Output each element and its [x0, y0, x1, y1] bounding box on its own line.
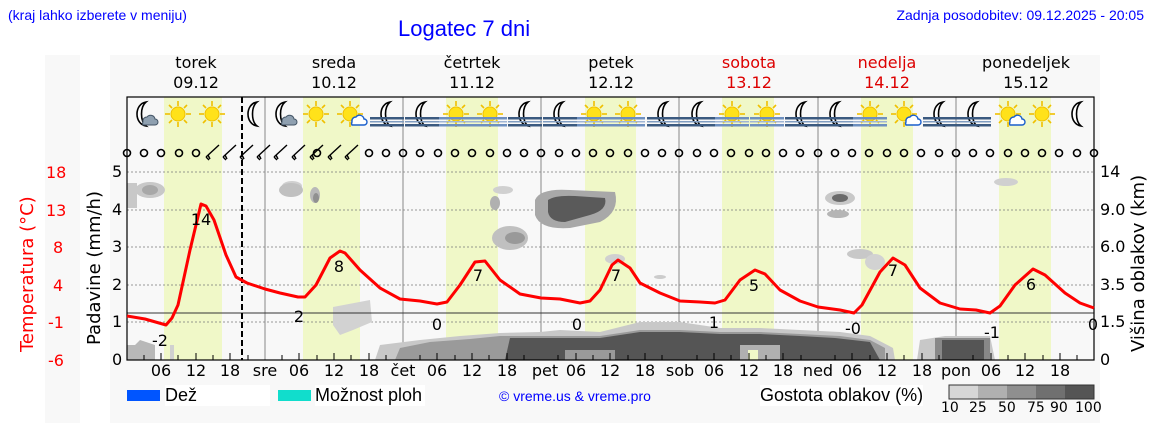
cloud-scale-tick: 25 [969, 400, 987, 416]
copyright-link[interactable]: © vreme.us & vreme.pro [499, 388, 651, 404]
precip-tick: 5 [112, 162, 123, 181]
temp-tick: 8 [53, 238, 64, 257]
page-title: Logatec 7 dni [398, 16, 531, 41]
day-separators [264, 97, 957, 360]
cloud-scale-tick: 100 [1075, 400, 1102, 416]
cloud-scale-tick: 75 [1027, 400, 1045, 416]
temp-axis-label: Temperatura (°C) [17, 196, 38, 352]
precip-tick: 3 [112, 237, 123, 256]
precip-tick: 2 [112, 275, 123, 294]
temp-tick: 4 [53, 276, 64, 295]
cloud-height-tick: 6.0 [1100, 237, 1126, 256]
cloud-height-tick: 0 [1100, 350, 1111, 369]
svg-text:5: 5 [749, 276, 759, 295]
day-label: sreda 10.12 [311, 53, 357, 92]
temp-tick: 13 [46, 201, 67, 220]
precip-tick: 1 [112, 312, 123, 331]
svg-text:7: 7 [611, 266, 621, 285]
daylight-bands [164, 97, 1051, 360]
precip-tick: 0 [112, 350, 123, 369]
svg-text:7: 7 [888, 261, 898, 280]
day-label: torek 09.12 [173, 53, 219, 92]
svg-text:-2: -2 [152, 331, 168, 350]
temp-tick: -6 [48, 351, 64, 370]
svg-text:14: 14 [191, 210, 211, 229]
day-label: četrtek 11.12 [443, 53, 501, 92]
cloud-scale-tick: 90 [1050, 400, 1068, 416]
day-label: petek 12.12 [588, 53, 634, 92]
cloud-height-axis-label: Višina oblakov (km) [1128, 174, 1149, 352]
temp-axis-panel [45, 55, 80, 423]
showers-legend-swatch [278, 390, 311, 401]
day-label-weekend: sobota 13.12 [721, 53, 777, 92]
cloud-density [127, 178, 1018, 360]
cloud-height-tick: 14 [1100, 162, 1121, 181]
rain-legend-label: Dež [165, 385, 270, 406]
cloud-density-scale [948, 384, 1095, 400]
precip-axis-label: Padavine (mm/h) [84, 191, 105, 345]
cloud-height-tick: 1.5 [1100, 312, 1126, 331]
cloud-scale-tick: 50 [998, 400, 1016, 416]
cloud-height-tick: 9.0 [1100, 200, 1126, 219]
svg-text:0: 0 [572, 315, 582, 334]
svg-text:6: 6 [1026, 275, 1036, 294]
last-update: Zadnja posodobitev: 09.12.2025 - 20:05 [896, 7, 1144, 23]
cloud-density-label: Gostota oblakov (%) [760, 385, 924, 406]
svg-text:1: 1 [709, 313, 719, 332]
showers-legend-label: Možnost ploh [315, 385, 425, 406]
day-label-weekend: nedelja 14.12 [857, 53, 917, 92]
svg-text:-0: -0 [845, 319, 861, 338]
cloud-height-tick: 3.5 [1100, 275, 1126, 294]
svg-text:0: 0 [1088, 315, 1098, 334]
temp-tick: -1 [48, 313, 64, 332]
temperature-line [126, 202, 1095, 327]
cloud-scale-tick: 10 [941, 400, 959, 416]
day-label: ponedeljek 15.12 [982, 53, 1070, 92]
svg-text:2: 2 [294, 307, 304, 326]
svg-text:-1: -1 [984, 323, 1000, 342]
rain-legend-swatch [127, 390, 160, 401]
temp-tick: 18 [46, 163, 67, 182]
svg-text:0: 0 [432, 315, 442, 334]
precip-tick: 4 [112, 200, 123, 219]
region-hint[interactable]: (kraj lahko izberete v meniju) [8, 7, 187, 23]
x-ticks [143, 353, 1078, 360]
svg-text:7: 7 [473, 266, 483, 285]
svg-text:8: 8 [334, 257, 344, 276]
grid-lines [127, 171, 1094, 323]
temp-annotations: -2 14 2 8 0 7 0 7 1 5 -0 7 -1 6 0 [152, 210, 1098, 350]
